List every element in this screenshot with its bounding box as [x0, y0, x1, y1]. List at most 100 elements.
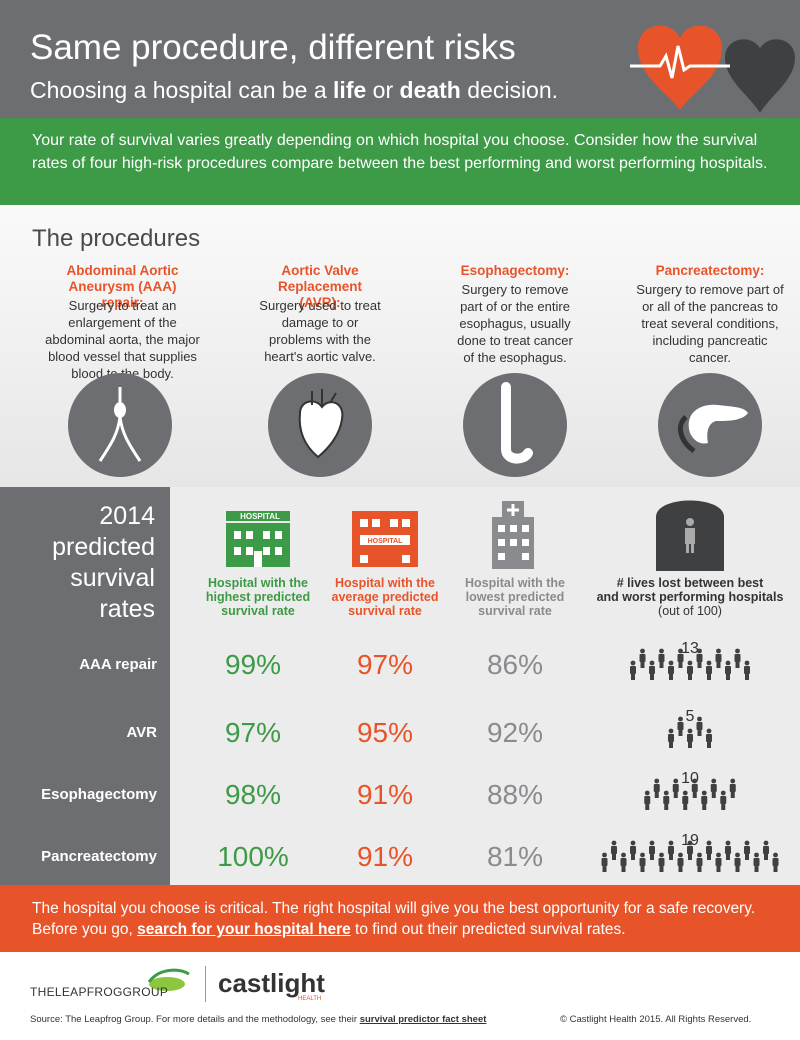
average-hospital-icon: HOSPITAL: [352, 511, 418, 567]
person-body: [682, 796, 689, 804]
castlight-logo: castlight: [218, 968, 325, 998]
person-legs: [602, 865, 607, 872]
castlight-logo-sub: HEALTH: [298, 996, 322, 1002]
source: Source: The Leapfrog Group. For more det…: [30, 1014, 486, 1025]
person-legs: [707, 673, 711, 680]
person-body: [649, 846, 655, 854]
person-legs: [612, 853, 616, 860]
person-head: [630, 840, 636, 846]
person-legs: [730, 791, 735, 798]
person-legs: [735, 661, 740, 668]
person-body: [706, 666, 712, 674]
column-label: Hospital with the lowest predicted surviva…: [445, 576, 585, 618]
survival-rate: 86%: [486, 649, 544, 680]
procedure-name: Abdominal Aortic Aneurysm (AAA) repair:: [66, 263, 179, 310]
lives-lost-icons: [630, 648, 750, 680]
person-legs: [664, 803, 669, 810]
person-legs: [659, 661, 664, 668]
person-body: [687, 734, 693, 742]
person-head: [659, 648, 664, 654]
person-body: [677, 722, 684, 730]
column-label-line: highest predicted: [205, 590, 311, 604]
person-legs: [726, 673, 730, 680]
person-body: [668, 734, 674, 742]
survival-rate: 100%: [217, 841, 289, 872]
column-label-line: survival rate: [478, 604, 552, 618]
person-body: [715, 654, 722, 662]
person-head: [678, 852, 683, 858]
person-legs: [697, 729, 702, 736]
lives-lost-icons: [668, 716, 712, 748]
table-title-line: survival: [70, 564, 155, 592]
procedure-description: Surgery to treat an enlargement of the a…: [45, 298, 200, 381]
person-legs: [716, 865, 721, 872]
person-body: [744, 666, 750, 674]
person-head: [649, 840, 655, 846]
person-body: [734, 858, 741, 866]
subtitle-text: or: [366, 77, 400, 103]
person-body: [653, 784, 660, 792]
person-legs: [669, 741, 673, 748]
person-legs: [716, 661, 721, 668]
person-body: [649, 666, 655, 674]
person-body: [677, 858, 684, 866]
person-legs: [678, 729, 683, 736]
table-title-line: rates: [99, 595, 155, 623]
column-label: Hospital with the highest predicted surviv…: [188, 576, 328, 618]
icon-text: HOSPITAL: [368, 538, 404, 545]
person-head: [730, 778, 736, 784]
person-head: [602, 852, 607, 858]
person-head: [711, 778, 717, 784]
callout-link[interactable]: search for your hospital here: [137, 921, 351, 938]
column-label-line: and worst performing hospitals: [596, 590, 784, 604]
procedure-description: Surgery to remove part of or the entire …: [457, 282, 573, 365]
lives-lost-label: 19: [681, 832, 699, 849]
row-label: AVR: [126, 724, 157, 741]
person-legs: [764, 853, 768, 860]
pancreas-icon: [658, 373, 762, 477]
procedure-name: Esophagectomy:: [460, 263, 570, 278]
person-head: [611, 840, 617, 846]
person-body: [611, 846, 617, 854]
person-body: [658, 654, 665, 662]
person-head: [735, 648, 740, 654]
subtitle-bold: life: [333, 77, 367, 103]
table-title-line: predicted: [52, 533, 155, 561]
survival-rate: 97%: [224, 717, 282, 748]
person-legs: [697, 661, 702, 668]
title: Same procedure, different risks: [30, 28, 516, 67]
section-title: The procedures: [32, 225, 201, 252]
person-head: [725, 660, 731, 666]
column-label-line: survival rate: [221, 604, 295, 618]
person-head: [687, 728, 693, 734]
person-head: [692, 778, 698, 784]
row-label: Pancreatectomy: [41, 848, 157, 865]
person-legs: [702, 803, 707, 810]
person-legs: [721, 803, 726, 810]
column-label-line: Hospital with the: [208, 576, 308, 590]
person-head: [649, 660, 655, 666]
table-sidebar: [0, 487, 170, 885]
person-legs: [692, 791, 697, 798]
intro: Your rate of survival varies greatly dep…: [32, 132, 768, 172]
icon-text: HOSPITAL: [240, 512, 280, 521]
person-head: [706, 840, 712, 846]
person-legs: [650, 673, 654, 680]
source-link[interactable]: survival predictor fact sheet: [359, 1014, 487, 1025]
person-body: [639, 654, 646, 662]
person-head: [678, 648, 683, 654]
table-title-line: 2014: [99, 502, 155, 530]
person-body: [668, 846, 674, 854]
person-body: [696, 858, 703, 866]
survival-rate: 98%: [224, 779, 282, 810]
person-legs: [697, 865, 702, 872]
person-body: [772, 858, 779, 866]
subtitle: Choosing a hospital can be a life or dea…: [30, 77, 558, 104]
aaa-icon: [68, 373, 172, 477]
person-body: [687, 666, 693, 674]
person-body: [658, 858, 665, 866]
person-body: [763, 846, 769, 854]
person-head: [706, 660, 712, 666]
worst-hospital-icon: [492, 501, 534, 569]
